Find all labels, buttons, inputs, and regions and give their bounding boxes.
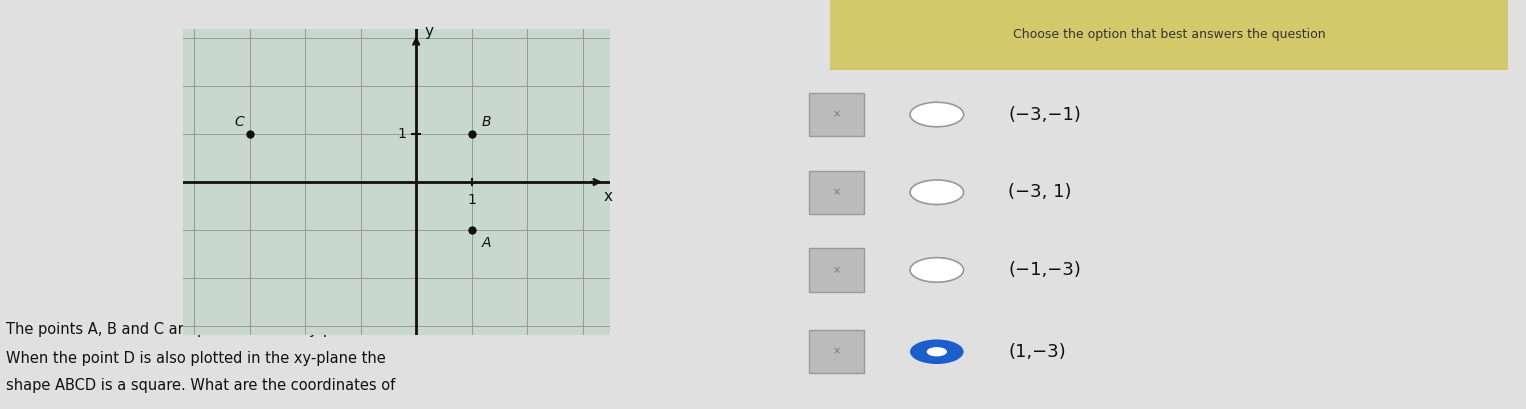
Text: 1: 1 xyxy=(467,193,476,207)
Circle shape xyxy=(926,347,948,356)
Text: (1,−3): (1,−3) xyxy=(1009,343,1067,361)
Text: ×: × xyxy=(832,265,841,275)
Circle shape xyxy=(909,102,963,127)
Text: x: x xyxy=(603,189,612,204)
Circle shape xyxy=(909,180,963,204)
Text: When the point D is also plotted in the xy-plane the: When the point D is also plotted in the … xyxy=(6,351,386,366)
Text: ×: × xyxy=(832,187,841,197)
Text: A: A xyxy=(482,236,491,249)
Text: B: B xyxy=(482,115,491,129)
FancyBboxPatch shape xyxy=(809,93,864,136)
Text: Choose the option that best answers the question: Choose the option that best answers the … xyxy=(1013,28,1325,41)
Text: (−1,−3): (−1,−3) xyxy=(1009,261,1080,279)
Circle shape xyxy=(909,339,963,364)
Circle shape xyxy=(909,258,963,282)
Text: (−3, 1): (−3, 1) xyxy=(1009,183,1071,201)
FancyBboxPatch shape xyxy=(809,330,864,373)
FancyBboxPatch shape xyxy=(830,0,1508,70)
Text: shape ABCD is a square. What are the coordinates of: shape ABCD is a square. What are the coo… xyxy=(6,378,395,393)
FancyBboxPatch shape xyxy=(809,171,864,214)
FancyBboxPatch shape xyxy=(809,248,864,292)
Text: 1: 1 xyxy=(397,127,406,141)
Text: y: y xyxy=(424,24,433,38)
Text: ×: × xyxy=(832,110,841,119)
Text: The points A, B and C are plotted in the xy-plane above.: The points A, B and C are plotted in the… xyxy=(6,322,418,337)
Text: ×: × xyxy=(832,347,841,357)
Text: (−3,−1): (−3,−1) xyxy=(1009,106,1080,124)
Text: C: C xyxy=(235,115,244,129)
